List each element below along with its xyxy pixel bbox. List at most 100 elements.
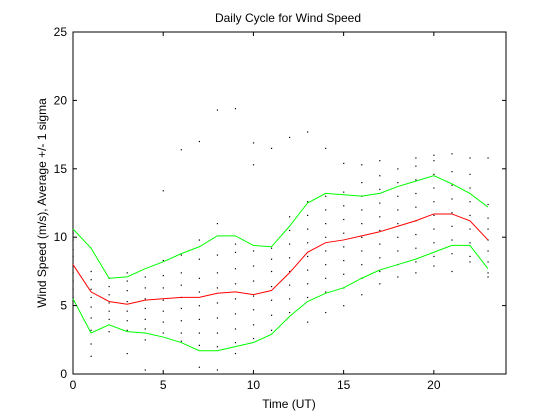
scatter-point	[90, 270, 92, 273]
scatter-point	[289, 216, 291, 218]
scatter-point	[325, 291, 327, 293]
scatter-point	[270, 329, 273, 331]
scatter-point	[270, 258, 273, 260]
scatter-point	[216, 317, 219, 319]
scatter-point	[252, 337, 255, 340]
series-line-upper-sigma	[72, 175, 489, 279]
scatter-point	[361, 294, 363, 296]
scatter-point	[361, 223, 363, 225]
scatter-point	[487, 157, 489, 159]
scatter-point	[234, 313, 237, 315]
scatter-point	[90, 279, 92, 281]
scatter-point	[289, 284, 291, 286]
scatter-point	[469, 242, 471, 244]
scatter-point	[270, 285, 273, 288]
scatter-point	[252, 280, 255, 282]
scatter-point	[307, 201, 309, 203]
scatter-point	[415, 157, 417, 159]
scatter-point	[180, 340, 182, 342]
scatter-point	[433, 265, 435, 267]
scatter-point	[216, 332, 219, 334]
scatter-point	[469, 214, 471, 217]
scatter-point	[234, 268, 237, 270]
scatter-point	[108, 331, 110, 333]
scatter-point	[72, 272, 74, 274]
scatter-point	[234, 328, 237, 330]
scatter-point	[162, 332, 164, 334]
scatter-point	[72, 232, 74, 234]
scatter-point	[487, 217, 489, 219]
plot-area	[72, 31, 507, 375]
scatter-point	[144, 318, 146, 320]
scatter-point	[379, 257, 381, 259]
scatter-point	[397, 236, 399, 238]
scatter-point	[343, 218, 345, 221]
scatter-point	[379, 175, 381, 177]
scatter-point	[216, 302, 219, 304]
scatter-point	[415, 165, 417, 167]
y-tick-label: 0	[60, 367, 67, 381]
scatter-point	[343, 273, 345, 275]
scatter-point	[198, 344, 200, 346]
scatter-point	[162, 259, 164, 262]
scatter-point	[289, 243, 291, 245]
scatter-point	[307, 228, 309, 230]
series-lines	[72, 175, 489, 352]
scatter-point	[108, 302, 110, 304]
scatter-point	[126, 280, 128, 282]
scatter-point	[72, 249, 74, 251]
scatter-point	[216, 346, 219, 348]
scatter-point	[162, 299, 164, 301]
scatter-point	[415, 179, 417, 181]
scatter-point	[72, 280, 74, 282]
scatter-point	[307, 131, 309, 133]
scatter-point	[90, 329, 92, 331]
scatter-point	[307, 242, 309, 244]
scatter-point	[289, 270, 291, 273]
scatter-point	[487, 203, 489, 206]
axis-ticks: 0 5 10 15 20 0 5 10 15 20 25	[54, 25, 506, 392]
scatter-point	[325, 147, 327, 149]
scatter-point	[90, 306, 92, 308]
scatter-point	[307, 269, 309, 271]
scatter-point	[72, 239, 74, 241]
scatter-point	[270, 314, 273, 316]
scatter-point	[126, 301, 128, 303]
scatter-point	[180, 284, 182, 286]
scatter-point	[325, 250, 327, 252]
scatter-point	[451, 171, 453, 173]
scatter-point	[162, 321, 164, 323]
scatter-point	[252, 250, 255, 252]
scatter-points	[72, 108, 489, 371]
scatter-point	[126, 310, 128, 312]
scatter-point	[343, 305, 345, 307]
scatter-point	[307, 255, 309, 258]
scatter-point	[433, 242, 435, 244]
scatter-point	[343, 162, 345, 165]
scatter-point	[469, 255, 471, 258]
scatter-point	[415, 206, 417, 208]
scatter-point	[307, 321, 309, 323]
scatter-point	[469, 201, 471, 203]
scatter-point	[126, 329, 128, 331]
scatter-point	[487, 276, 489, 278]
scatter-point	[469, 187, 471, 189]
scatter-point	[162, 310, 164, 312]
scatter-point	[72, 296, 74, 299]
scatter-point	[198, 239, 200, 241]
scatter-point	[289, 257, 291, 259]
y-tick-label: 25	[54, 25, 68, 39]
scatter-point	[325, 195, 327, 197]
scatter-point	[469, 157, 471, 159]
scatter-point	[198, 366, 200, 368]
scatter-point	[343, 232, 345, 234]
scatter-point	[234, 352, 237, 355]
scatter-point	[289, 298, 291, 300]
scatter-point	[433, 214, 435, 217]
scatter-point	[361, 236, 363, 238]
scatter-point	[234, 243, 237, 245]
scatter-point	[487, 239, 489, 241]
scatter-point	[234, 298, 237, 300]
scatter-point	[180, 332, 182, 334]
